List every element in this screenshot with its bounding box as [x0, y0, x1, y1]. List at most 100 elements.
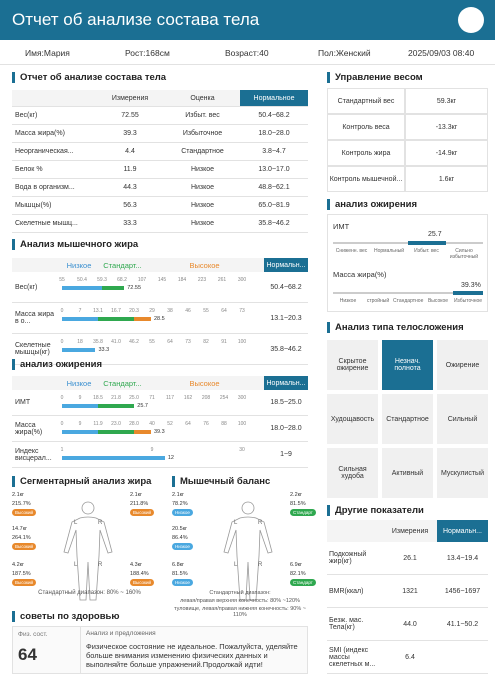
weight-label: Стандартный вес — [327, 88, 405, 114]
scale-tick: 88 — [221, 421, 227, 427]
column-header — [327, 520, 383, 542]
scale-tick: 20.3 — [129, 308, 139, 314]
column-header: Нормальное — [240, 90, 308, 107]
fat-value: 39.3% — [461, 282, 481, 289]
page-title: Отчет об анализе состава тела — [12, 10, 260, 29]
scale-tick: 9 — [150, 447, 154, 453]
side-label: R — [98, 562, 103, 568]
status-badge: Стандарт — [290, 509, 316, 516]
score-label: Физ. сост. — [18, 631, 48, 638]
table-cell: 4.4 — [95, 143, 165, 161]
normal-range: 50.4~68.2 — [264, 272, 308, 303]
value-label: 25.7 — [137, 403, 148, 409]
scale-tick: 0 — [60, 308, 64, 314]
score-value: 64 — [18, 645, 37, 664]
weight-value: -13.3кг — [405, 114, 488, 140]
part-mass: 2.1кг — [12, 492, 25, 498]
section-title: Другие показатели — [327, 505, 424, 516]
scale-tick: 52 — [167, 421, 173, 427]
part-mass: 20.5кг — [172, 526, 188, 532]
body-type-cell: Скрытое ожирение — [327, 340, 378, 390]
value-bar — [62, 404, 135, 408]
table-cell: 65.0~81.9 — [240, 197, 308, 215]
scale-tick: 73 — [185, 339, 191, 345]
scale-tick: 300 — [237, 277, 247, 283]
section-title: анализ ожирения — [327, 199, 417, 210]
part-percent: 188.4% — [130, 571, 149, 577]
part-mass: 4.3кг — [130, 562, 143, 568]
column-header — [12, 376, 58, 390]
body-type-cell: Незнач. полнота — [382, 340, 433, 390]
scale-tick: 261 — [217, 277, 227, 283]
obesity-box — [327, 214, 488, 312]
value-label: 12 — [167, 455, 174, 461]
table-cell: 13.4~19.4 — [437, 542, 488, 575]
table-cell: 26.1 — [383, 542, 437, 575]
table-cell: Низкое — [165, 161, 240, 179]
scale-tick: 208 — [201, 395, 211, 401]
table-cell: 50.4~68.2 — [240, 107, 308, 125]
table-cell: Мышцы(%) — [12, 197, 95, 215]
side-label: R — [258, 520, 263, 526]
scale-tick: 9 — [78, 395, 82, 401]
column-header: Низкое — [58, 376, 100, 390]
divider — [0, 64, 495, 65]
table-cell: 6.4 — [383, 641, 437, 674]
fat-bar — [453, 291, 483, 295]
value-bar — [62, 317, 151, 321]
scale-tick: 41.0 — [111, 339, 121, 345]
bmi-category: Сильно избыточный — [449, 248, 479, 260]
column-header: Стандарт... — [100, 376, 145, 390]
divider — [80, 626, 81, 674]
table-cell: Стандартное — [165, 143, 240, 161]
table-cell: Низкое — [165, 179, 240, 197]
scale-tick: 68.2 — [117, 277, 127, 283]
fat-category: Высокое — [427, 298, 449, 304]
column-header: Нормальн... — [264, 376, 308, 390]
scale-tick: 300 — [237, 395, 247, 401]
status-badge: Высокий — [12, 579, 37, 586]
body-type-cell: Стандартное — [382, 394, 433, 444]
table-cell: 11.9 — [95, 161, 165, 179]
fat-category: Избыточное — [453, 298, 483, 304]
column-header: Оценка — [165, 90, 240, 107]
scale-tick: 0 — [60, 421, 64, 427]
scale-tick: 82 — [203, 339, 209, 345]
weight-value: 59.3кг — [405, 88, 488, 114]
scale-tick: 100 — [237, 421, 247, 427]
metric-label: Масса жира(%) — [333, 270, 387, 279]
normal-range: 35.8~46.2 — [264, 334, 308, 365]
scale-tick: 184 — [177, 277, 187, 283]
scale-tick: 59.3 — [97, 277, 107, 283]
status-badge: Низкое — [172, 543, 193, 550]
section-title: Анализ типа телосложения — [327, 322, 464, 333]
table-cell: 3.8~4.7 — [240, 143, 308, 161]
normal-range: 13.1~20.3 — [264, 303, 308, 334]
row-label: ИМТ — [12, 390, 58, 416]
bmi-category: Нормальный — [373, 248, 405, 254]
weight-label: Контроль жира — [327, 140, 405, 166]
range-note: левая/правая верхняя конечность: 80% ~12… — [180, 598, 300, 604]
info-text: Имя:Мария — [25, 48, 70, 58]
table-cell: 1456~1697 — [437, 575, 488, 608]
scale-tick: 7 — [78, 308, 82, 314]
table-cell: Неорганическая... — [12, 143, 95, 161]
table-cell: Белок % — [12, 161, 95, 179]
table-cell: 56.3 — [95, 197, 165, 215]
scale-tick: 9 — [78, 421, 82, 427]
scale-cell — [58, 272, 264, 303]
column-header: Нормальн... — [264, 258, 308, 272]
scale-tick: 46.2 — [129, 339, 139, 345]
advice-text: Физическое состояние не идеальное. Пожал… — [86, 642, 298, 669]
body-figure — [223, 501, 273, 601]
table-cell: Скелетные мышц... — [12, 215, 95, 233]
side-label: L — [234, 562, 238, 568]
value-bar — [62, 456, 165, 460]
scale-tick: 13.1 — [93, 308, 103, 314]
column-header: Нормальн... — [437, 520, 488, 542]
value-label: 33.3 — [98, 347, 110, 353]
advice-heading: Анализ и предложения — [86, 630, 156, 637]
status-badge: Низкое — [172, 579, 193, 586]
section-title: анализ ожирения — [12, 359, 102, 370]
scale-tick: 30 — [239, 447, 245, 453]
